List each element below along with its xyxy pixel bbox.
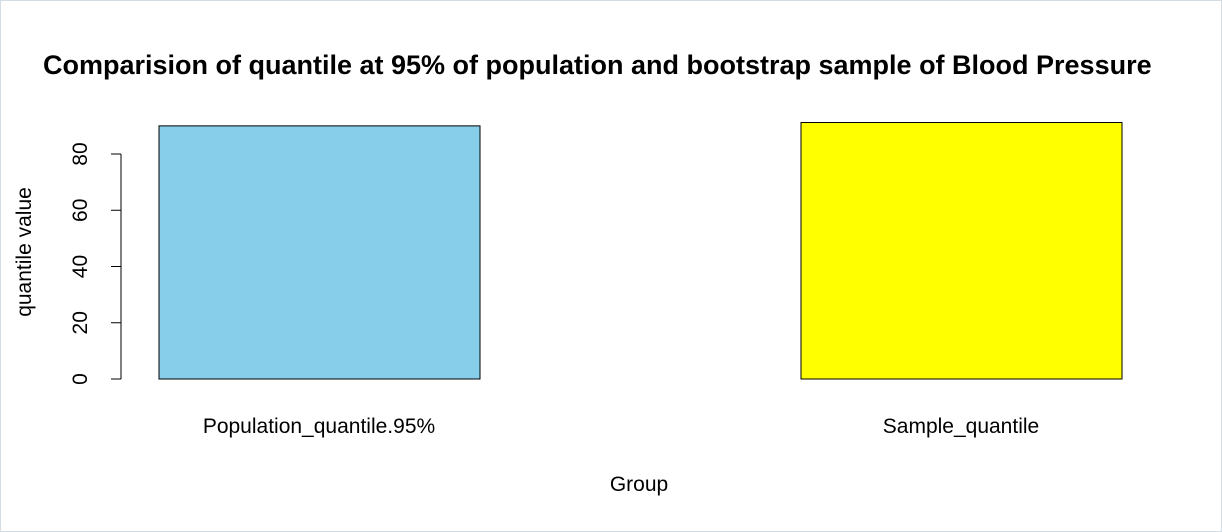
x-tick-label-0: Population_quantile.95% <box>203 415 435 438</box>
y-tick-label-0: 0 <box>69 373 92 385</box>
y-tick-label-40: 40 <box>69 255 92 278</box>
x-tick-label-1: Sample_quantile <box>883 415 1039 438</box>
y-axis: 0 20 40 60 80 <box>69 142 122 385</box>
bar-1 <box>800 122 1123 380</box>
y-tick-label-20: 20 <box>69 311 92 334</box>
y-tick-label-60: 60 <box>69 199 92 222</box>
bars-group <box>158 122 1123 380</box>
chart-title: Comparision of quantile at 95% of popula… <box>43 50 1152 80</box>
x-axis-label: Group <box>610 473 668 496</box>
y-tick-label-80: 80 <box>69 142 92 165</box>
bar-0 <box>158 125 481 380</box>
y-axis-label: quantile value <box>13 187 36 317</box>
x-axis-labels: Population_quantile.95% Sample_quantile <box>203 415 1039 438</box>
